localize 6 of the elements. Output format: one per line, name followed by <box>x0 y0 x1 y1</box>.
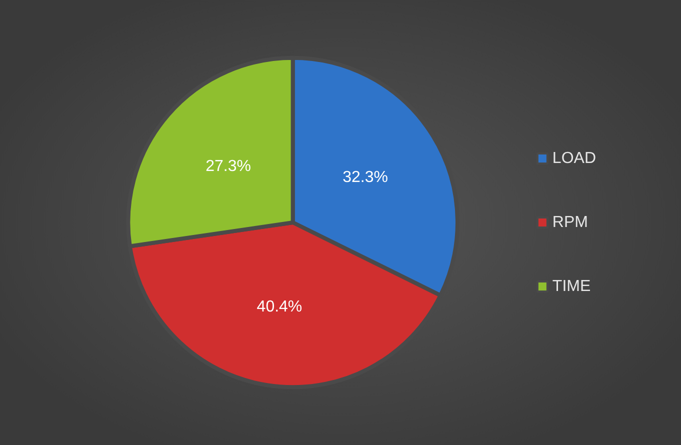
legend-label: TIME <box>552 278 591 295</box>
legend-label: RPM <box>552 214 588 231</box>
data-label: 27.3% <box>206 158 251 176</box>
data-label: 40.4% <box>256 298 302 316</box>
data-label: 32.3% <box>342 168 388 186</box>
legend-label: LOAD <box>552 150 596 167</box>
